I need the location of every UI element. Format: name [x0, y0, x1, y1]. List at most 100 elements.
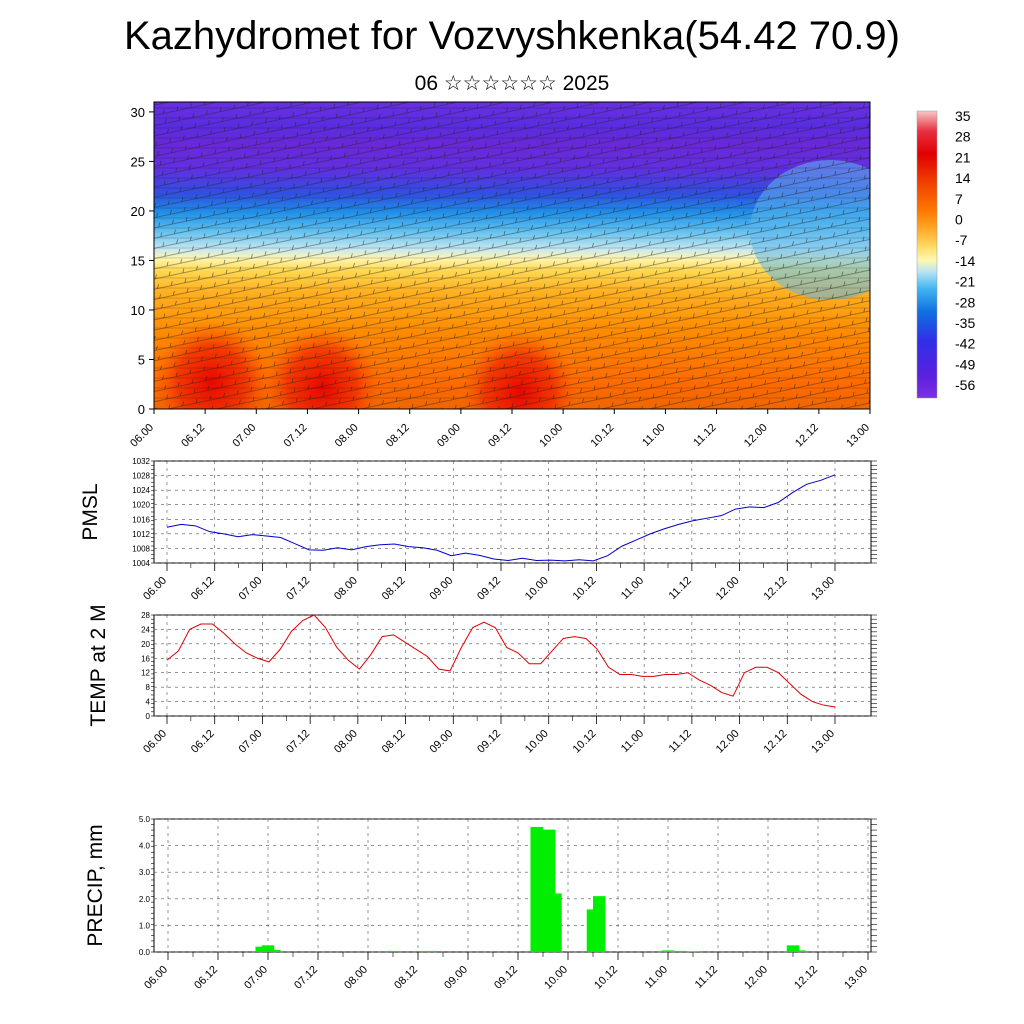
time-tick-label: 07.00 — [237, 728, 265, 756]
colorbar-label: 7 — [955, 191, 963, 207]
precip-bar — [386, 950, 400, 952]
precip-bar — [674, 950, 687, 952]
time-tick-label: 12.00 — [742, 422, 770, 450]
time-tick-label: 12.12 — [793, 422, 821, 450]
precip-bar — [530, 826, 543, 952]
time-tick-label: 10.00 — [537, 422, 565, 450]
time-tick-label: 08.00 — [333, 422, 361, 450]
time-tick-label: 11.00 — [640, 422, 667, 449]
y-tick-label: 1012 — [132, 530, 150, 539]
time-tick-label: 09.00 — [435, 422, 463, 450]
y-tick-label: 24 — [141, 625, 150, 634]
colorbar-label: 21 — [955, 149, 971, 165]
time-tick-label: 08.12 — [380, 575, 408, 603]
cross-section-field — [154, 102, 870, 409]
time-tick-label: 10.12 — [592, 964, 620, 992]
precip-bar — [661, 950, 675, 952]
time-tick-label: 09.00 — [427, 728, 455, 756]
time-tick-label: 06.12 — [192, 964, 220, 992]
time-tick-label: 13.00 — [809, 728, 837, 756]
time-tick-label: 09.12 — [492, 964, 520, 992]
plot-frame — [153, 818, 872, 953]
time-tick-label: 09.00 — [442, 964, 470, 992]
height-tick-label: 15 — [131, 253, 145, 268]
time-tick-label: 07.12 — [292, 964, 320, 992]
y-tick-label: 4 — [146, 698, 151, 707]
y-axis-label: PMSL — [79, 483, 102, 540]
y-tick-label: 1016 — [132, 515, 150, 524]
cross-section-panel: 0 5 10 15 20 25 30 06.00 06.12 07.00 07.12 08.00 08.… — [128, 101, 872, 450]
time-tick-label: 10.12 — [588, 422, 616, 450]
time-tick-label: 06.12 — [189, 728, 217, 756]
time-tick-label: 08.12 — [392, 964, 420, 992]
time-tick-label: 08.12 — [380, 728, 408, 756]
time-tick-label: 06.12 — [189, 575, 217, 603]
time-tick-label: 06.00 — [142, 964, 170, 992]
time-tick-label: 11.00 — [619, 728, 646, 755]
time-tick-label: 06.00 — [128, 422, 156, 450]
height-tick-label: 25 — [131, 154, 145, 169]
colorbar-label: -28 — [955, 294, 975, 310]
temperature-series-line — [166, 614, 836, 708]
time-tick-label: 09.12 — [475, 575, 503, 603]
time-tick-label: 06.12 — [179, 422, 207, 450]
y-tick-label: 4.0 — [139, 842, 151, 851]
time-tick-label: 07.12 — [282, 422, 310, 450]
colorbar-label: -21 — [955, 274, 975, 290]
time-tick-label: 11.12 — [667, 728, 694, 755]
time-tick-label: 07.12 — [284, 575, 312, 603]
y-tick-label: 20 — [141, 640, 150, 649]
time-tick-label: 08.12 — [384, 422, 412, 450]
time-tick-label: 07.00 — [230, 422, 258, 450]
chart-title: Kazhydromet for Vozvyshkenka(54.42 70.9) — [124, 14, 900, 58]
y-tick-label: 1028 — [132, 472, 150, 481]
precip-bar — [424, 950, 437, 952]
plot-frame — [153, 614, 872, 717]
time-tick-label: 08.00 — [332, 728, 360, 756]
precip-bar — [686, 951, 700, 952]
precip-bar — [261, 945, 275, 952]
time-tick-label: 11.12 — [691, 422, 718, 449]
colorbar-label: 28 — [955, 129, 971, 145]
y-tick-label: 0 — [146, 712, 151, 721]
time-tick-label: 13.00 — [809, 575, 837, 603]
time-tick-label: 09.12 — [486, 422, 514, 450]
temperature-panel: 0 4 8 12 16 20 24 28 TEMP at 2 M 06.00 06.12 07.00 0… — [87, 604, 877, 756]
time-tick-label: 11.00 — [619, 575, 646, 602]
y-tick-label: 1.0 — [139, 921, 151, 930]
y-tick-label: 8 — [146, 683, 151, 692]
y-tick-label: 1004 — [132, 559, 150, 568]
y-tick-label: 3.0 — [139, 868, 151, 877]
y-axis-label: TEMP at 2 M — [87, 604, 110, 726]
y-tick-label: 1020 — [132, 501, 150, 510]
y-tick-label: 12 — [141, 669, 150, 678]
pmsl-series-line — [166, 474, 836, 562]
height-tick-label: 20 — [131, 204, 145, 219]
colorbar-label: 14 — [955, 170, 971, 186]
colorbar-label: -14 — [955, 253, 975, 269]
y-tick-label: 1008 — [132, 544, 150, 553]
time-tick-label: 09.00 — [427, 575, 455, 603]
precipitation-panel: 0.0 1.0 2.0 3.0 4.0 5.0 PRECIP, mm 06.00 06.12 07… — [84, 815, 877, 992]
time-tick-label: 10.00 — [523, 575, 551, 603]
y-tick-label: 1032 — [132, 457, 150, 466]
time-tick-label: 12.00 — [714, 575, 742, 603]
y-axis-label: PRECIP, mm — [84, 824, 107, 946]
colorbar-label: -42 — [955, 336, 975, 352]
time-tick-label: 12.12 — [761, 575, 789, 603]
plot-frame — [153, 460, 872, 564]
y-tick-label: 28 — [141, 611, 150, 620]
precip-bar — [549, 893, 562, 952]
colorbar-label: 0 — [955, 212, 963, 228]
time-tick-label: 08.00 — [342, 964, 370, 992]
colorbar-label: -49 — [955, 356, 975, 372]
time-tick-label: 09.12 — [475, 728, 503, 756]
time-tick-label: 11.12 — [693, 964, 720, 991]
precip-bar — [593, 896, 606, 952]
time-tick-label: 07.00 — [237, 575, 265, 603]
time-tick-label: 13.00 — [842, 964, 870, 992]
time-tick-label: 13.00 — [844, 422, 872, 450]
y-tick-label: 0.0 — [139, 948, 151, 957]
height-tick-label: 10 — [131, 303, 145, 318]
